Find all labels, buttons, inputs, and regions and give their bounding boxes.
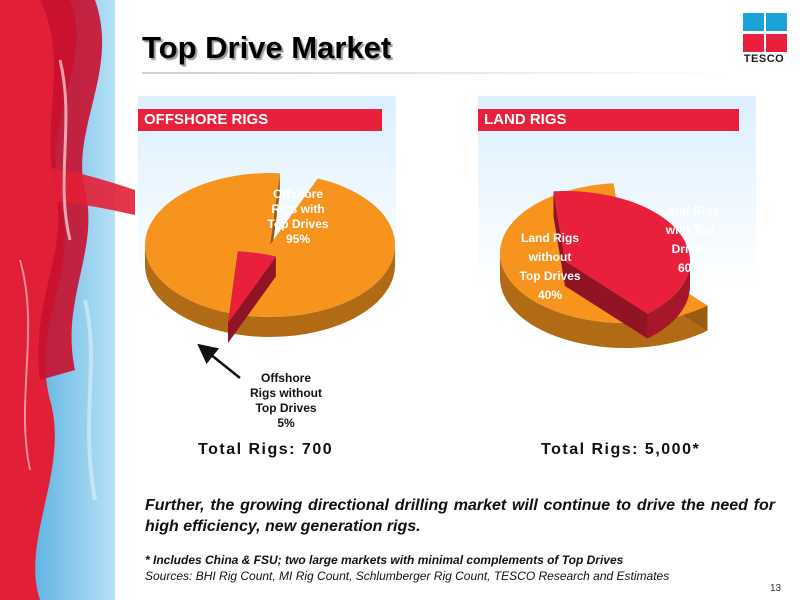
pie-label-0-1: Offshore Rigs without Top Drives 5%: [250, 371, 322, 430]
pie-slice-1-1: [553, 191, 691, 339]
offshore-total-rigs: Total Rigs: 700: [198, 441, 334, 458]
land-header: LAND RIGS: [478, 109, 739, 131]
logo-square-top-left: [743, 13, 764, 31]
pie-label-0-0: Offshore Rigs with Top Drives 95%: [267, 187, 328, 246]
slide-title: Top Drive Market: [142, 30, 392, 65]
logo-square-bottom-right: [766, 34, 787, 52]
footnote: * Includes China & FSU; two large market…: [145, 553, 624, 567]
pie-slice-0-0: [145, 172, 395, 337]
title-divider: [142, 72, 732, 74]
pie-label-1-1: Land Rigs without Top Drives 40%: [519, 231, 580, 302]
market-statement: Further, the growing directional drillin…: [145, 497, 775, 535]
page-number: 13: [770, 583, 782, 594]
offshore-header: OFFSHORE RIGS: [138, 109, 382, 131]
tesco-logo: TESCO: [740, 10, 788, 72]
pie-slice-0-1: [228, 251, 276, 343]
logo-square-top-right: [766, 13, 787, 31]
logo-text: TESCO: [743, 53, 785, 65]
land-total-rigs: Total Rigs: 5,000*: [541, 441, 701, 458]
decorative-brush-stroke: [0, 0, 135, 600]
logo-square-bottom-left: [743, 34, 764, 52]
offshore-callout-arrow: [197, 343, 241, 379]
pie-label-1-0: Land Rigs with Top Drives 60%: [661, 204, 719, 275]
sources: Sources: BHI Rig Count, MI Rig Count, Sc…: [145, 569, 670, 583]
